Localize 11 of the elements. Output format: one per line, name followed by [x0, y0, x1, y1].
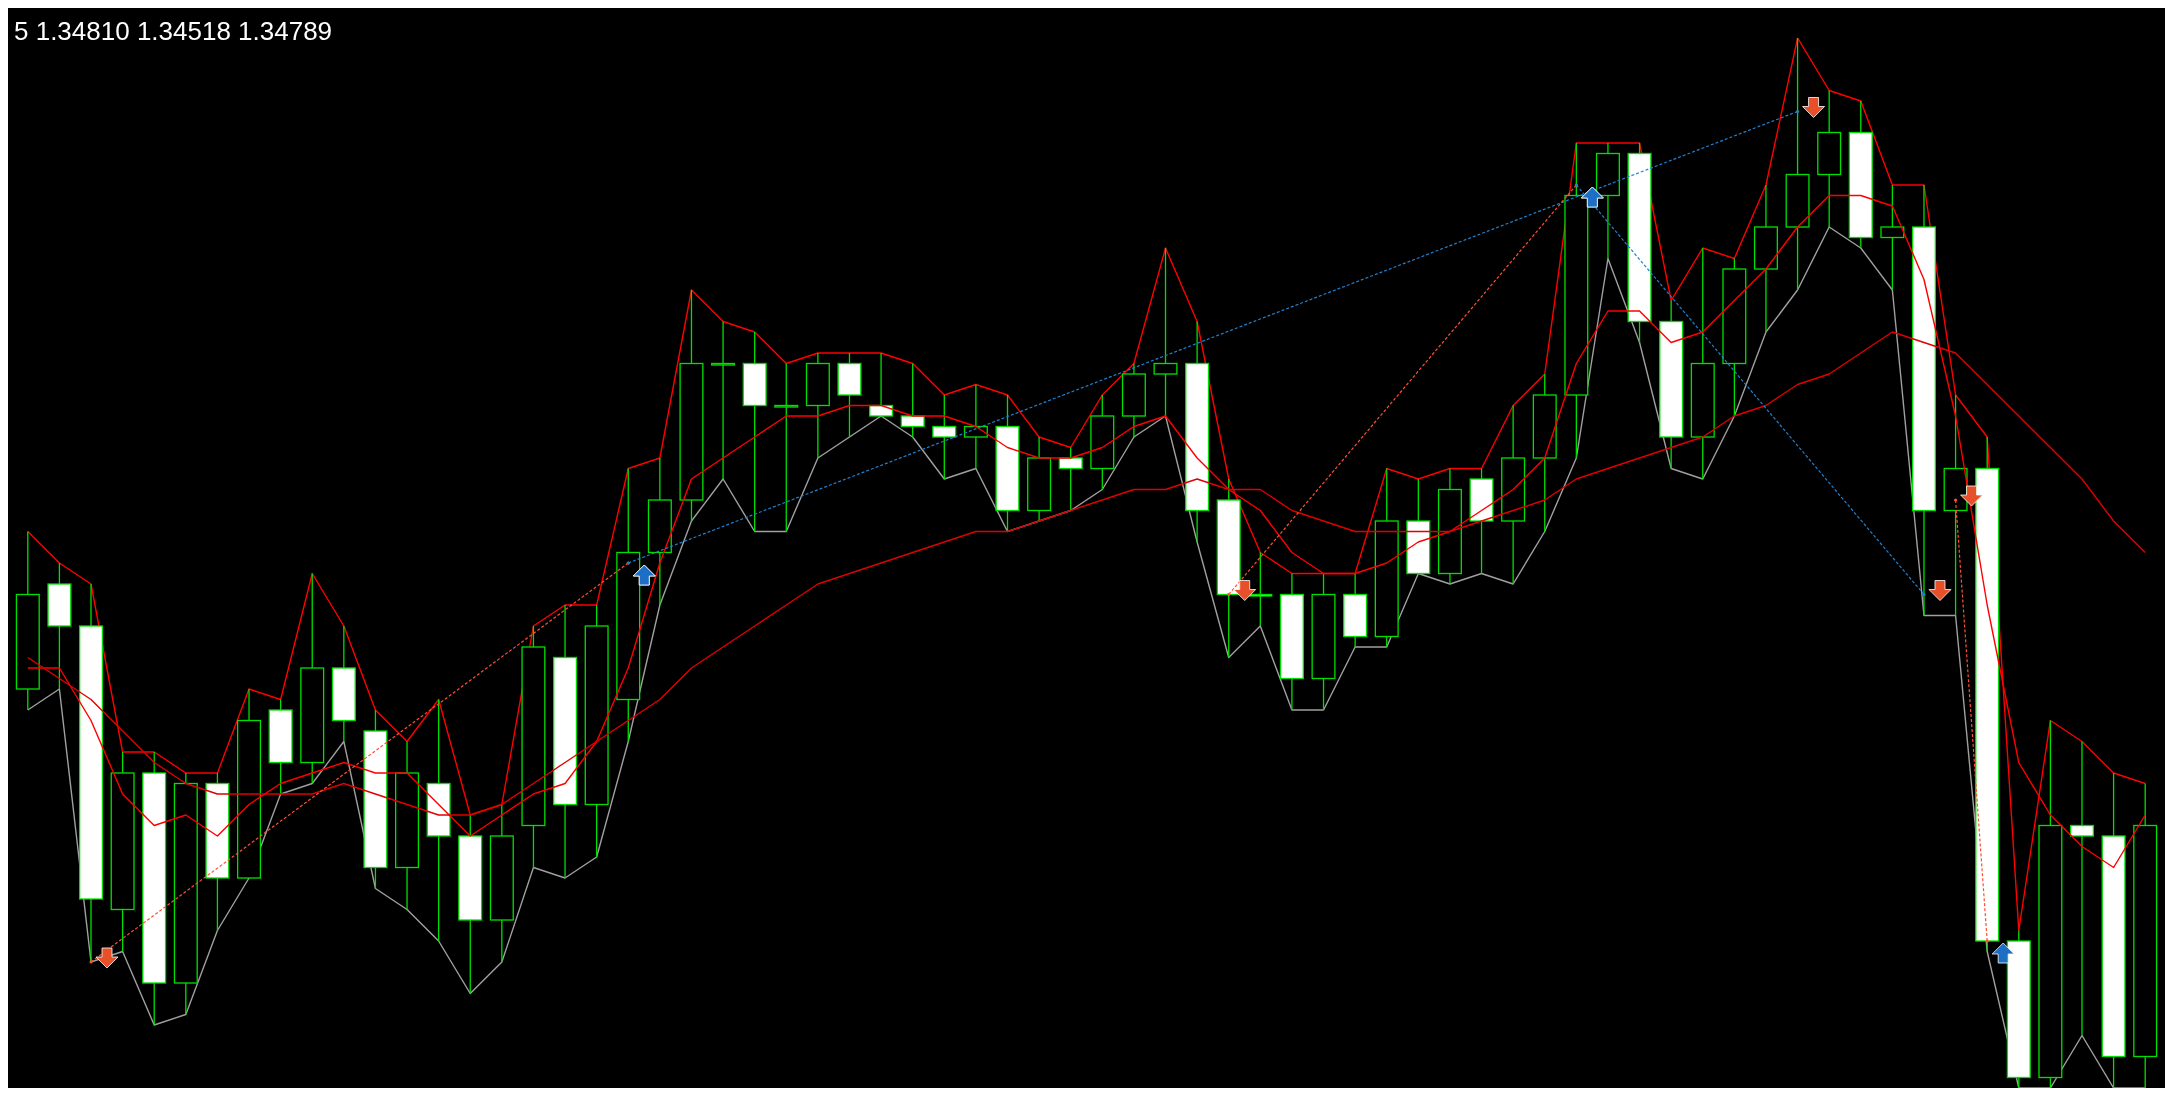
candlestick — [1058, 446, 1083, 512]
candlestick — [711, 320, 736, 480]
candlestick — [932, 394, 957, 480]
annotation: 5 1.34810 1.34518 1.34789 — [14, 16, 333, 47]
candlestick — [1153, 247, 1178, 417]
candlestick — [900, 362, 925, 438]
candlestick — [1248, 551, 1273, 627]
candlestick — [774, 362, 799, 533]
candlestick — [2069, 740, 2095, 1037]
candlestick — [1880, 184, 1905, 291]
candlestick — [869, 352, 894, 417]
